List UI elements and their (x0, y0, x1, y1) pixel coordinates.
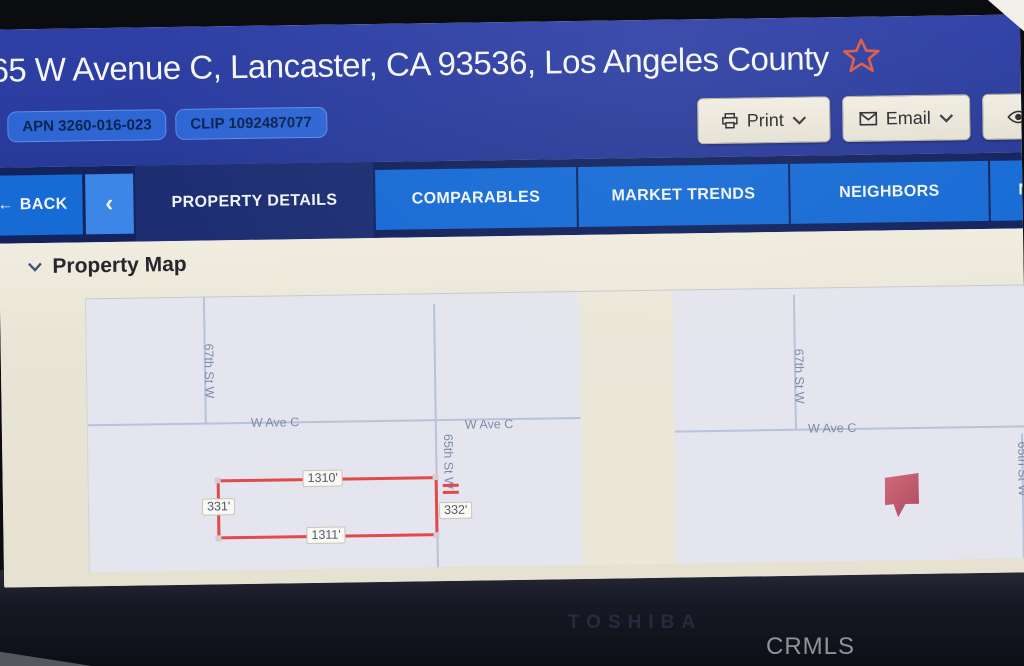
section-title: Property Map (52, 252, 187, 278)
survey-tick-2 (442, 490, 459, 495)
chevron-left-icon: ‹ (105, 189, 114, 218)
street-label-67th-st-w-left: 67th St W (201, 343, 217, 399)
favorite-star-icon[interactable] (842, 37, 881, 82)
street-label-w-ave-c-2: W Ave C (464, 416, 514, 432)
print-button-label: Print (746, 109, 784, 130)
view-eye-button[interactable] (981, 92, 1024, 141)
print-chevron-down-icon (792, 115, 806, 125)
street-label-w-ave-c-right: W Ave C (807, 420, 857, 436)
collapse-tabs-button[interactable]: ‹ (85, 173, 134, 235)
tab-neighbors[interactable]: NEIGHBORS (789, 160, 989, 224)
clip-badge: CLIP 1092487077 (175, 106, 328, 140)
survey-tick-1 (442, 483, 459, 488)
email-button[interactable]: Email (841, 94, 971, 143)
chevron-down-icon (27, 262, 42, 272)
tab-comparables[interactable]: COMPARABLES (375, 167, 577, 231)
parcel-corner-nw (214, 477, 221, 484)
parcel-corner-ne (432, 474, 439, 481)
parcel-corner-sw (215, 535, 222, 542)
laptop-brand-logo: TOSHIBA (567, 612, 703, 633)
street-label-65th-st-w-right: 65th St W (1015, 441, 1024, 497)
parcel-dimension-top: 1310' (302, 469, 343, 488)
street-label-65th-st-w-left: 65th St W (440, 433, 456, 489)
parcel-edge-right (434, 476, 439, 537)
tab-property-details[interactable]: PROPERTY DETAILS (134, 162, 375, 242)
content-area: Property Map 67th St W W Ave C W Ave C 6… (0, 228, 1024, 588)
parcel-dimension-bottom: 1311' (306, 526, 346, 545)
property-map-section-header[interactable]: Property Map (27, 253, 187, 279)
parcel-corner-se (433, 532, 440, 539)
laptop-bezel (0, 570, 1024, 666)
parcel-dimension-left: 331' (201, 498, 236, 516)
tab-next-clipped[interactable]: N (989, 159, 1024, 221)
tab-market-trends[interactable]: MARKET TRENDS (578, 163, 789, 227)
printer-icon (722, 112, 739, 129)
map-marker[interactable] (885, 473, 920, 517)
property-map[interactable]: 67th St W W Ave C W Ave C 65th St W 1310… (84, 284, 1024, 573)
apn-badge: APN 3260-016-023 (7, 109, 167, 143)
street-label-67th-st-w-right: 67th St W (791, 348, 807, 404)
screen: 65 W Avenue C, Lancaster, CA 93536, Los … (0, 14, 1024, 588)
property-address-title: 65 W Avenue C, Lancaster, CA 93536, Los … (0, 39, 830, 89)
envelope-icon (859, 111, 878, 126)
map-pane-gap (578, 290, 677, 566)
print-button[interactable]: Print (697, 96, 831, 145)
back-arrow-icon: ← (0, 196, 14, 214)
app-header: 65 W Avenue C, Lancaster, CA 93536, Los … (0, 14, 1024, 168)
page-title: 65 W Avenue C, Lancaster, CA 93536, Los … (0, 35, 1001, 94)
back-button[interactable]: ← BACK (0, 174, 83, 236)
street-label-w-ave-c-1: W Ave C (250, 415, 300, 430)
back-button-label: BACK (19, 195, 68, 214)
email-chevron-down-icon (939, 113, 953, 123)
parcel-dimension-right: 332' (438, 501, 473, 520)
crmls-watermark: CRMLS (766, 633, 856, 660)
eye-icon (1007, 109, 1024, 124)
email-button-label: Email (885, 107, 931, 128)
